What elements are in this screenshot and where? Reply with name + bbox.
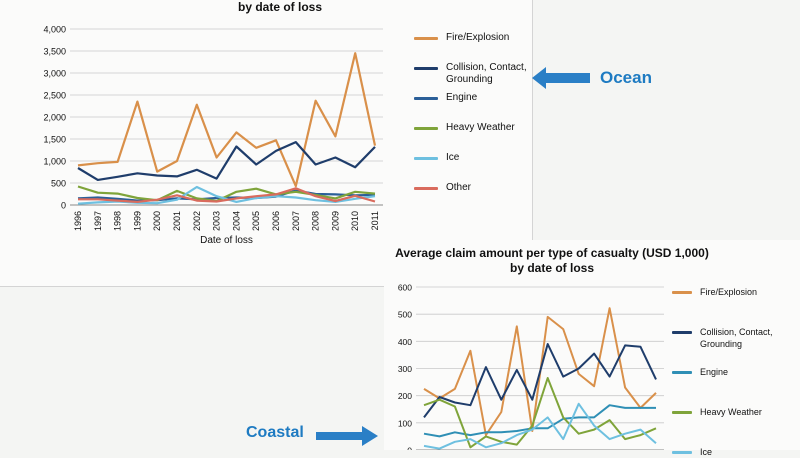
ocean-annotation: Ocean (600, 68, 652, 87)
top-y-tick-label: 1,000 (43, 157, 66, 167)
top-legend-swatch (414, 97, 438, 100)
bottom-chart-title: Average claim amount per type of casualt… (395, 246, 709, 260)
bottom-legend-label: Fire/Explosion (700, 287, 758, 297)
top-y-tick-label: 500 (51, 179, 66, 189)
top-y-tick-label: 2,000 (43, 113, 66, 123)
bottom-chart-panel: Average claim amount per type of casualt… (384, 240, 800, 457)
top-legend-label: Collision, Contact, Grounding (446, 62, 527, 85)
top-y-tick-label: 3,500 (43, 47, 66, 57)
top-x-tick-label: 1996 (73, 211, 83, 231)
top-x-tick-label: 2006 (271, 211, 281, 231)
bottom-legend-label: Collision, Contact, Grounding (700, 327, 773, 349)
coastal-annotation: Coastal (246, 424, 304, 441)
top-series-line-heavy-weather (77, 185, 376, 203)
top-legend-swatch (414, 37, 438, 40)
top-legend-swatch (414, 187, 438, 190)
bottom-y-tick-label: 500 (398, 310, 412, 320)
coastal-arrow-icon (316, 426, 378, 446)
bottom-legend-swatch (672, 451, 692, 454)
bottom-legend-label: Ice (700, 447, 713, 457)
top-series-line-other (78, 187, 376, 203)
top-x-tick-label: 2011 (370, 211, 380, 230)
top-y-tick-label: 3,000 (43, 69, 66, 79)
bottom-y-tick-label: 200 (398, 391, 412, 401)
bottom-y-tick-label: 100 (398, 418, 412, 428)
top-legend-swatch (414, 127, 438, 130)
top-chart-panel: by date of loss 0 500 1,000 1,500 2,000 2,500… (0, 0, 533, 287)
bottom-chart-svg: 0 100 200 300 400 500 600 (398, 283, 664, 451)
ocean-arrow-icon (532, 67, 590, 89)
bottom-legend-swatch (672, 331, 692, 334)
top-x-tick-label: 2001 (172, 211, 182, 231)
bottom-series-line-collision-contact-grounding (423, 343, 657, 419)
bottom-series-line-heavy-weather (423, 377, 657, 449)
top-legend-label: Ice (446, 152, 460, 163)
top-series-line-fire-explosion (77, 52, 377, 188)
top-legend-label: Other (446, 182, 472, 193)
top-x-axis-label: Date of loss (200, 235, 253, 246)
bottom-y-tick-label: 600 (398, 283, 412, 293)
top-x-tick-label: 2003 (212, 211, 222, 231)
top-legend-label: Fire/Explosion (446, 32, 510, 43)
bottom-y-tick-label: 400 (398, 337, 412, 347)
top-legend-label: Engine (446, 92, 478, 103)
top-series-line-collision-contact-grounding (77, 141, 376, 181)
top-y-tick-label: 1,500 (43, 135, 66, 145)
top-x-tick-label: 1997 (93, 211, 103, 231)
top-y-tick-label: 0 (61, 201, 66, 211)
top-series-line-engine (77, 189, 376, 202)
bottom-y-tick-label: 300 (398, 364, 412, 374)
top-legend-swatch (414, 67, 438, 70)
bottom-legend-label: Engine (700, 367, 729, 377)
top-y-tick-label: 2,500 (43, 91, 66, 101)
top-x-tick-label: 2007 (291, 211, 301, 231)
top-x-tick-label: 1998 (113, 211, 123, 231)
bottom-legend-label: Heavy Weather (700, 407, 762, 417)
top-x-tick-label: 2000 (152, 211, 162, 231)
bottom-legend-swatch (672, 291, 692, 294)
top-x-tick-label: 1999 (132, 211, 142, 231)
top-x-tick-label: 2009 (330, 211, 340, 231)
top-x-tick-label: 2002 (192, 211, 202, 231)
top-x-tick-label: 2008 (311, 211, 321, 231)
top-x-tick-label: 2005 (251, 211, 261, 231)
top-chart-title: by date of loss (237, 0, 323, 14)
bottom-legend-swatch (672, 371, 692, 374)
bottom-series-line-engine (423, 404, 656, 438)
top-legend-swatch (414, 157, 438, 160)
top-x-tick-label: 2004 (231, 211, 241, 231)
top-legend-label: Heavy Weather (446, 122, 515, 133)
bottom-legend-swatch (672, 411, 692, 414)
top-chart-svg: 0 500 1,000 1,500 2,000 2,500 3,000 3,500 4,000 1… (43, 25, 383, 246)
bottom-series-line-ice (423, 402, 657, 450)
bottom-chart-subtitle: by date of loss (509, 261, 595, 275)
top-x-tick-label: 2010 (350, 211, 360, 231)
top-y-tick-label: 4,000 (43, 25, 66, 35)
bottom-y-tick-label: 0 (407, 446, 412, 451)
